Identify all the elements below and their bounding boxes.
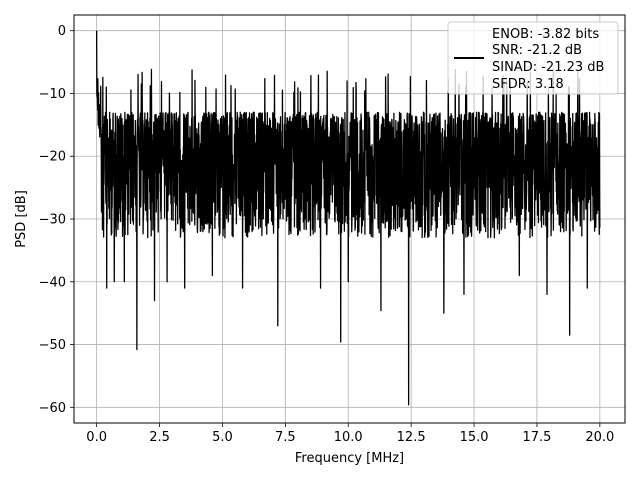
y-tick-label: −10 xyxy=(39,87,66,102)
y-tick-label: 0 xyxy=(58,24,66,39)
x-tick-label: 2.5 xyxy=(149,430,170,445)
x-tick-label: 12.5 xyxy=(397,430,426,445)
legend-line-snr: SNR: -21.2 dB xyxy=(492,43,582,58)
x-tick-label: 7.5 xyxy=(275,430,296,445)
y-tick-label: −20 xyxy=(39,150,66,165)
x-tick-label: 10.0 xyxy=(334,430,363,445)
x-axis-label: Frequency [MHz] xyxy=(295,451,404,466)
y-axis-ticks: 0 −10 −20 −30 −40 −50 −60 xyxy=(39,24,74,416)
psd-line xyxy=(95,30,601,406)
y-tick-label: −50 xyxy=(39,338,66,353)
x-tick-label: 0.0 xyxy=(86,430,107,445)
psd-series xyxy=(95,30,601,406)
y-tick-label: −60 xyxy=(39,401,66,416)
legend: ENOB: -3.82 bits SNR: -21.2 dB SINAD: -2… xyxy=(447,21,619,95)
x-axis-ticks: 0.0 2.5 5.0 7.5 10.0 12.5 15.0 17.5 20.0 xyxy=(86,423,614,445)
x-tick-label: 5.0 xyxy=(212,430,233,445)
y-tick-label: −40 xyxy=(39,275,66,290)
x-tick-label: 17.5 xyxy=(522,430,551,445)
legend-box xyxy=(447,21,619,95)
legend-line-enob: ENOB: -3.82 bits xyxy=(492,27,599,42)
x-tick-label: 20.0 xyxy=(585,430,614,445)
x-tick-label: 15.0 xyxy=(460,430,489,445)
y-tick-label: −30 xyxy=(39,213,66,228)
legend-line-sinad: SINAD: -21.23 dB xyxy=(492,60,604,75)
legend-line-sfdr: SFDR: 3.18 xyxy=(492,77,564,92)
y-axis-label: PSD [dB] xyxy=(14,190,29,248)
